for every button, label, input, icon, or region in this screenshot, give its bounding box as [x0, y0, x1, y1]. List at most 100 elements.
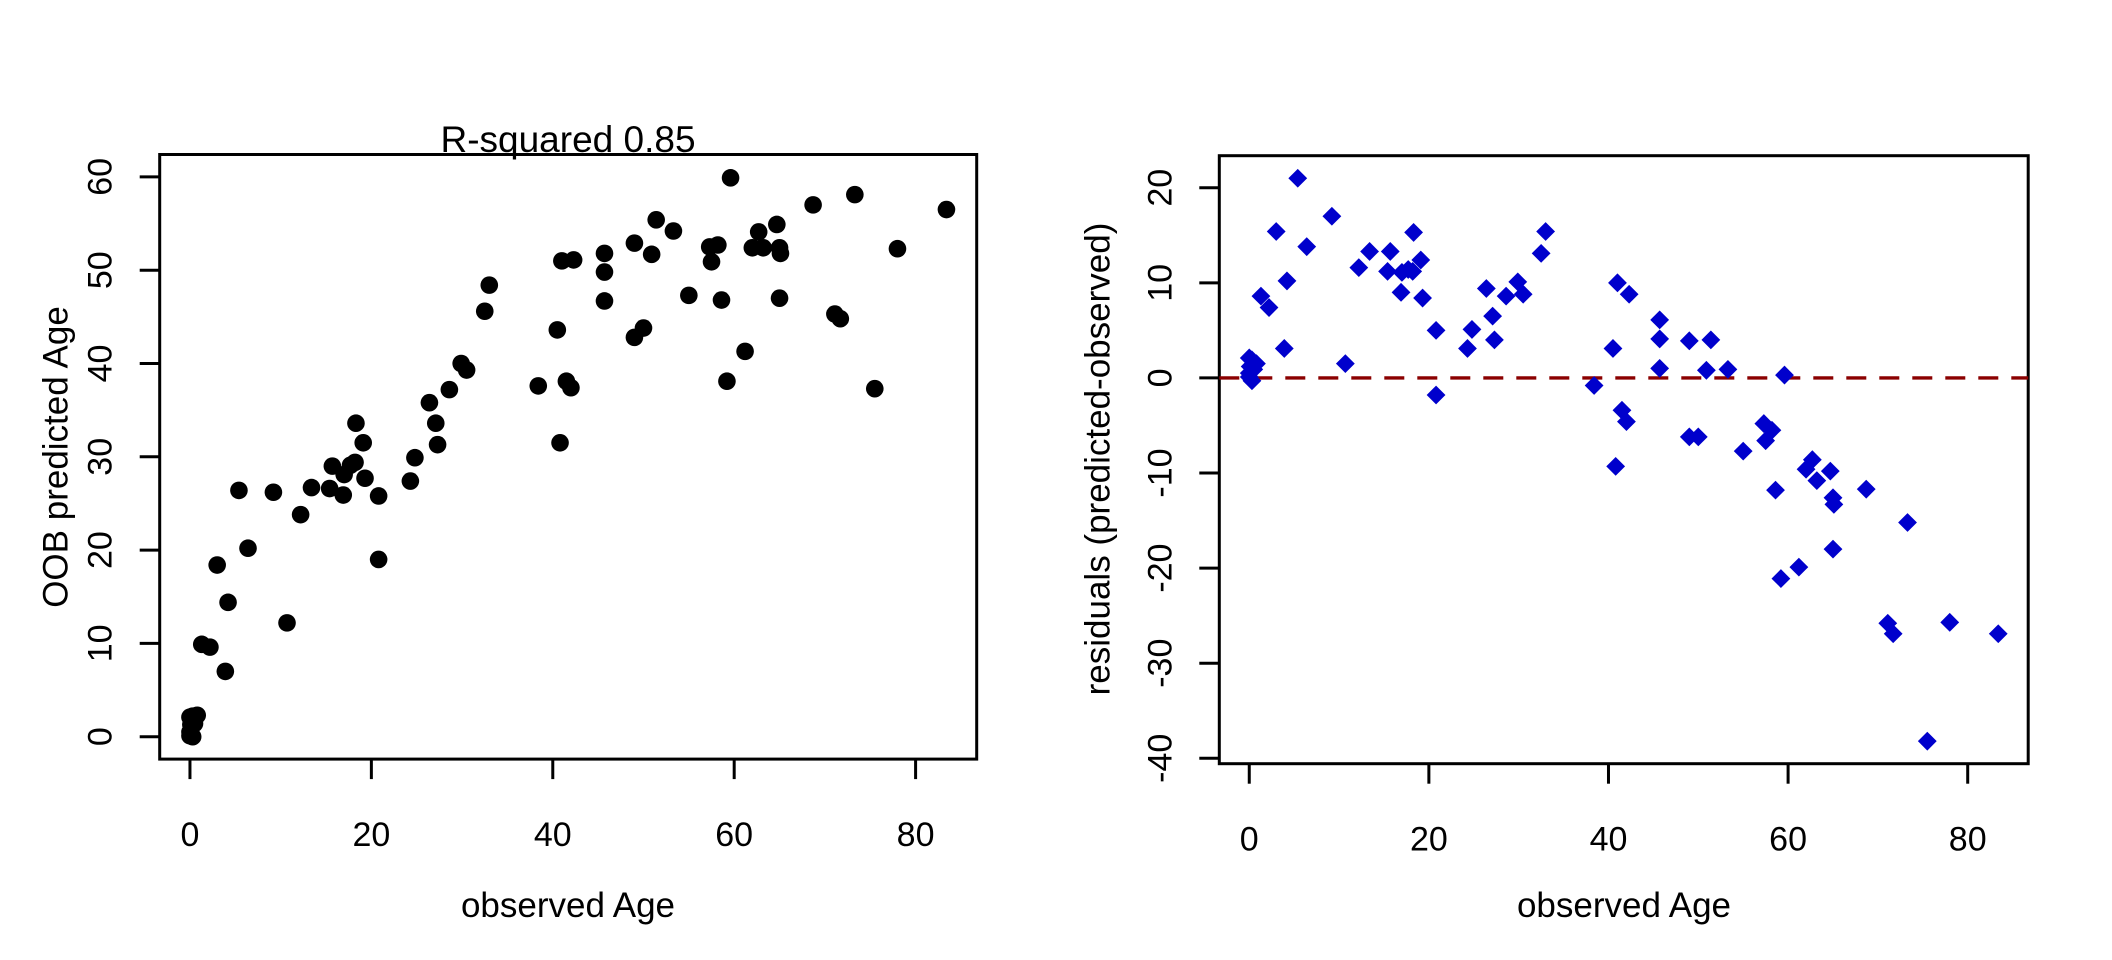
- data-point-circle: [749, 223, 768, 241]
- data-point-diamond: [1536, 222, 1556, 241]
- data-point-circle: [406, 448, 424, 467]
- data-point-circle: [426, 414, 445, 433]
- y-tick-label: 20: [82, 531, 120, 569]
- data-point-diamond: [1718, 359, 1738, 379]
- data-point-circle: [634, 319, 653, 337]
- data-point-circle: [771, 244, 790, 263]
- data-point-diamond: [1251, 286, 1271, 306]
- data-point-diamond: [1917, 731, 1937, 751]
- data-point-circle: [548, 321, 567, 339]
- data-point-circle: [346, 453, 364, 472]
- x-tick-label: 0: [1240, 821, 1259, 859]
- data-point-diamond: [1380, 242, 1400, 261]
- data-point-diamond: [1404, 223, 1424, 242]
- data-point-circle: [736, 342, 754, 361]
- data-point-circle: [208, 556, 226, 574]
- data-point-diamond: [1650, 329, 1670, 349]
- data-point-diamond: [1483, 306, 1503, 326]
- data-point-diamond: [1617, 412, 1636, 432]
- data-point-diamond: [1242, 371, 1262, 391]
- data-point-circle: [718, 372, 736, 391]
- data-point-diamond: [1413, 288, 1432, 308]
- y-tick-label: 50: [82, 251, 120, 289]
- x-tick-label: 60: [715, 816, 753, 854]
- data-point-circle: [278, 614, 296, 632]
- y-tick-label: 0: [82, 727, 120, 746]
- data-point-diamond: [1411, 250, 1431, 270]
- data-point-circle: [865, 379, 884, 398]
- data-point-circle: [562, 378, 580, 397]
- data-point-circle: [642, 245, 661, 264]
- x-tick-label: 80: [897, 816, 935, 854]
- data-point-circle: [595, 292, 614, 310]
- data-point-diamond: [1403, 262, 1423, 281]
- data-point-circle: [702, 252, 721, 271]
- data-point-diamond: [1696, 360, 1716, 380]
- data-point-circle: [846, 185, 864, 204]
- data-point-circle: [647, 211, 665, 229]
- data-point-circle: [219, 593, 237, 612]
- data-point-circle: [831, 309, 850, 328]
- data-point-circle: [302, 478, 321, 497]
- data-point-diamond: [1754, 414, 1774, 433]
- data-point-circle: [291, 505, 310, 524]
- data-point-diamond: [1771, 569, 1791, 588]
- y-tick-label: -40: [1141, 734, 1179, 783]
- data-point-circle: [770, 289, 789, 307]
- data-point-circle: [334, 486, 353, 504]
- x-tick-label: 0: [180, 816, 199, 854]
- left-y-axis-label: OOB predicted Age: [36, 306, 76, 608]
- x-tick-label: 60: [1769, 821, 1807, 859]
- data-point-circle: [551, 434, 569, 452]
- data-point-circle: [264, 483, 283, 502]
- data-point-circle: [420, 393, 439, 412]
- y-tick-label: 10: [1141, 264, 1179, 302]
- data-point-circle: [440, 380, 459, 399]
- data-point-circle: [680, 286, 698, 305]
- data-point-diamond: [1940, 612, 1960, 632]
- data-point-diamond: [1988, 624, 2008, 644]
- data-point-diamond: [1288, 168, 1308, 188]
- data-point-circle: [937, 200, 956, 219]
- data-point-diamond: [1496, 286, 1516, 306]
- y-tick-label: -20: [1141, 544, 1179, 593]
- data-point-diamond: [1856, 479, 1876, 499]
- data-point-diamond: [1608, 273, 1627, 293]
- data-point-diamond: [1619, 284, 1639, 304]
- data-point-diamond: [1733, 441, 1753, 461]
- data-point-diamond: [1823, 539, 1843, 559]
- data-point-diamond: [1688, 427, 1708, 447]
- y-tick-label: 10: [82, 624, 120, 662]
- data-point-diamond: [1650, 310, 1670, 330]
- y-tick-label: 30: [82, 438, 120, 476]
- data-point-diamond: [1766, 480, 1785, 500]
- data-point-circle: [369, 550, 388, 569]
- data-point-diamond: [1259, 298, 1279, 317]
- x-tick-label: 80: [1949, 821, 1987, 859]
- y-tick-label: 60: [82, 158, 120, 196]
- data-point-circle: [888, 239, 907, 258]
- data-point-circle: [320, 479, 339, 498]
- data-point-diamond: [1485, 330, 1504, 350]
- data-point-diamond: [1807, 471, 1827, 491]
- data-point-diamond: [1378, 262, 1397, 281]
- data-point-circle: [529, 377, 548, 395]
- y-tick-label: 40: [82, 345, 120, 383]
- data-point-diamond: [1322, 206, 1342, 226]
- data-point-circle: [216, 662, 235, 681]
- data-point-diamond: [1277, 271, 1297, 291]
- data-point-diamond: [1762, 420, 1782, 440]
- data-point-circle: [664, 222, 683, 240]
- data-point-diamond: [1266, 222, 1286, 241]
- plot-border: [1217, 154, 2030, 766]
- data-point-diamond: [1531, 243, 1551, 263]
- data-point-circle: [768, 215, 786, 234]
- data-point-diamond: [1458, 339, 1477, 358]
- plot-border: [158, 153, 979, 761]
- data-point-diamond: [1335, 354, 1355, 374]
- x-tick-label: 20: [352, 816, 390, 854]
- x-tick-label: 40: [1590, 821, 1628, 859]
- data-point-diamond: [1584, 376, 1604, 395]
